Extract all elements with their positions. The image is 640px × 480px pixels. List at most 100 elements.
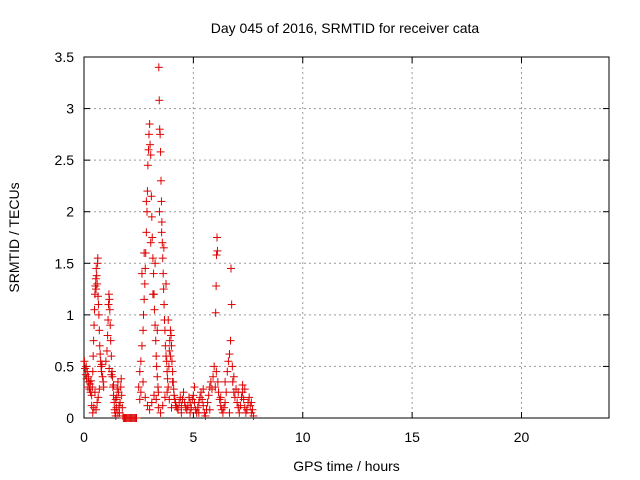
data-point: [155, 96, 164, 105]
data-point: [149, 269, 158, 278]
data-point: [132, 414, 141, 422]
data-point: [82, 362, 91, 371]
data-point: [112, 393, 121, 402]
data-point: [160, 393, 169, 402]
grid-lines: [84, 57, 609, 418]
data-point: [203, 398, 212, 407]
data-point: [229, 372, 238, 381]
data-point: [146, 150, 155, 159]
data-point: [117, 374, 126, 383]
data-point: [136, 388, 145, 397]
x-axis-label: GPS time / hours: [293, 458, 400, 474]
data-point: [240, 385, 249, 394]
data-point: [106, 336, 115, 345]
data-point: [238, 380, 247, 389]
data-point: [164, 316, 173, 325]
data-point: [227, 264, 235, 273]
data-point: [222, 388, 231, 397]
data-point: [157, 228, 166, 237]
data-point: [137, 269, 146, 278]
data-point: [215, 395, 224, 404]
data-point: [137, 341, 146, 350]
data-point: [140, 248, 149, 257]
data-point: [170, 391, 179, 400]
data-point: [109, 380, 118, 389]
data-point: [105, 364, 114, 373]
data-point: [154, 388, 163, 397]
data-point: [95, 326, 104, 335]
data-point: [140, 279, 149, 288]
data-point: [97, 367, 106, 376]
x-tick-label: 10: [295, 429, 311, 445]
data-point: [98, 372, 107, 381]
data-point: [236, 401, 245, 410]
data-point: [116, 383, 125, 392]
data-point: [185, 393, 193, 402]
data-point: [249, 411, 258, 420]
chart-title: Day 045 of 2016, SRMTID for receiver cat…: [211, 20, 480, 36]
y-tick-label: 2.5: [55, 152, 75, 168]
data-point: [165, 336, 174, 345]
data-point: [199, 385, 208, 394]
data-point: [94, 310, 103, 319]
data-point: [87, 376, 95, 385]
data-point: [103, 331, 112, 340]
data-point: [105, 295, 114, 304]
data-point: [136, 357, 145, 366]
data-point: [213, 233, 221, 242]
data-point: [225, 408, 234, 417]
data-point: [94, 292, 102, 301]
data-point: [248, 405, 257, 414]
data-point: [151, 321, 160, 330]
data-point: [158, 401, 167, 410]
data-points: [80, 63, 258, 422]
data-point: [159, 269, 168, 278]
data-point: [205, 405, 214, 414]
data-point: [164, 362, 173, 371]
data-point: [104, 316, 113, 325]
data-point: [221, 377, 230, 386]
data-point: [80, 357, 89, 366]
data-point: [101, 357, 110, 366]
data-point: [150, 391, 158, 400]
data-point: [141, 393, 150, 402]
data-point: [164, 383, 173, 392]
data-point: [143, 401, 152, 410]
data-point: [146, 140, 155, 149]
data-point: [190, 383, 199, 392]
data-point: [213, 246, 222, 255]
data-point: [135, 395, 144, 404]
data-point: [94, 300, 103, 309]
data-point: [147, 212, 156, 221]
data-point: [92, 285, 101, 294]
data-point: [111, 395, 120, 404]
data-point: [201, 411, 210, 420]
data-point: [151, 336, 160, 345]
data-point: [165, 346, 174, 355]
data-point: [156, 130, 165, 139]
data-point: [186, 408, 195, 417]
data-point: [226, 336, 235, 345]
y-tick-label: 1.5: [55, 255, 75, 271]
data-point: [108, 372, 117, 381]
data-point: [88, 408, 97, 417]
data-point: [113, 408, 122, 417]
data-point: [92, 264, 101, 273]
data-point: [212, 281, 221, 290]
data-point: [156, 408, 165, 417]
data-point: [143, 187, 152, 196]
data-point: [87, 401, 96, 410]
data-point: [154, 403, 163, 412]
data-point: [93, 398, 102, 407]
data-point: [179, 388, 188, 397]
data-point: [158, 238, 167, 247]
data-point: [116, 398, 125, 407]
data-point: [166, 326, 175, 335]
data-point: [210, 362, 219, 371]
data-point: [223, 367, 232, 376]
data-point: [167, 331, 176, 340]
data-point: [89, 352, 98, 361]
data-point: [135, 367, 144, 376]
